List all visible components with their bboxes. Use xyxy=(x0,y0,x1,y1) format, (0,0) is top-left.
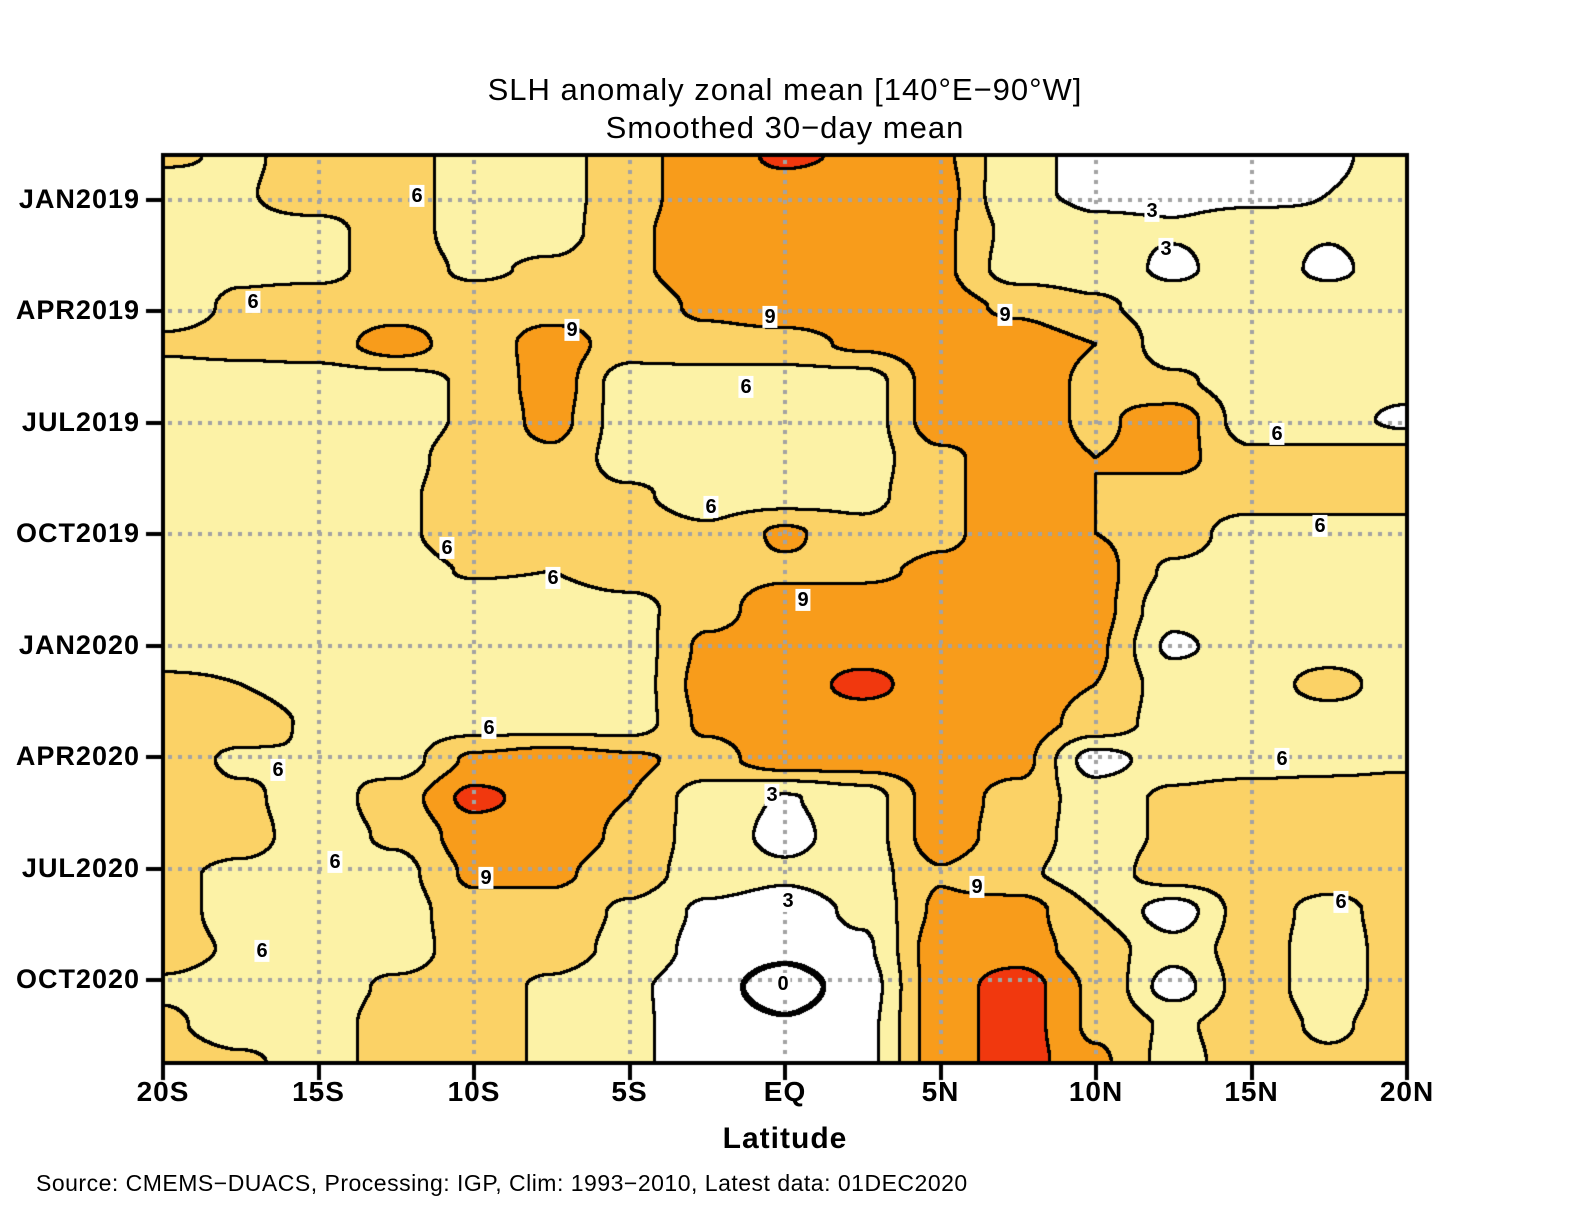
x-tick-label: EQ xyxy=(763,1076,807,1107)
contour-value-label: 9 xyxy=(762,305,778,328)
x-tick-label: 10N xyxy=(1068,1076,1124,1107)
x-tick-label: 20S xyxy=(136,1076,190,1107)
y-tick-label: APR2019 xyxy=(15,295,140,326)
y-tick-label: OCT2019 xyxy=(15,518,140,549)
contour-value-label: 9 xyxy=(564,318,580,341)
contour-value-label: 6 xyxy=(254,939,270,962)
x-axis-title: Latitude xyxy=(722,1122,848,1155)
contour-value-label: 6 xyxy=(245,290,261,313)
contour-value-label: 6 xyxy=(409,184,425,207)
contour-value-label: 9 xyxy=(478,866,494,889)
contour-value-label: 6 xyxy=(738,375,754,398)
contour-value-label: 3 xyxy=(780,889,796,912)
contour-value-label: 6 xyxy=(439,536,455,559)
y-tick-label: JUL2019 xyxy=(21,406,140,437)
contour-value-label: 6 xyxy=(270,758,286,781)
contour-value-label: 9 xyxy=(795,588,811,611)
contour-value-label: 3 xyxy=(1144,199,1160,222)
contour-value-label: 6 xyxy=(545,566,561,589)
contour-value-label: 3 xyxy=(764,783,780,806)
contour-value-label: 6 xyxy=(481,716,497,739)
contour-value-label: 6 xyxy=(1312,514,1328,537)
y-tick-label: JAN2020 xyxy=(18,629,140,660)
contour-value-label: 6 xyxy=(1333,890,1349,913)
contour-value-label: 0 xyxy=(775,972,791,995)
contour-value-label: 6 xyxy=(1269,422,1285,445)
contour-value-label: 9 xyxy=(969,875,985,898)
contour-value-label: 3 xyxy=(1158,237,1174,260)
chart-title: SLH anomaly zonal mean [140°E−90°W] xyxy=(487,72,1083,107)
x-tick-label: 20N xyxy=(1379,1076,1435,1107)
chart-subtitle: Smoothed 30−day mean xyxy=(605,110,965,145)
contour-value-label: 9 xyxy=(997,303,1013,326)
y-tick-label: APR2020 xyxy=(15,741,140,772)
contour-value-label: 6 xyxy=(1274,747,1290,770)
contour-value-label: 6 xyxy=(327,850,343,873)
source-caption: Source: CMEMS−DUACS, Processing: IGP, Cl… xyxy=(36,1170,968,1196)
x-tick-label: 5S xyxy=(611,1076,648,1107)
x-tick-label: 15S xyxy=(292,1076,345,1107)
x-tick-label: 15N xyxy=(1224,1076,1279,1107)
y-tick-label: JUL2020 xyxy=(21,852,140,883)
contour-value-label: 6 xyxy=(703,495,719,518)
x-tick-label: 5N xyxy=(921,1076,960,1107)
y-tick-label: JAN2019 xyxy=(18,184,140,214)
x-tick-label: 10S xyxy=(447,1076,501,1107)
y-tick-label: OCT2020 xyxy=(15,964,140,994)
